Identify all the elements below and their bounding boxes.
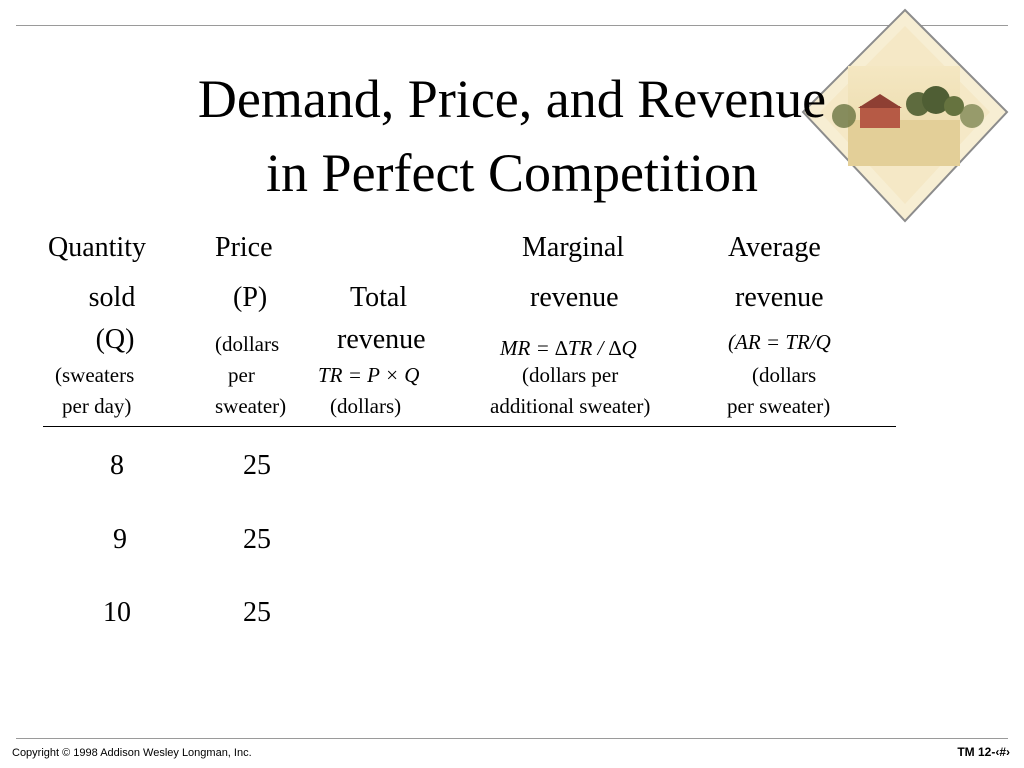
slide-title-line1: Demand, Price, and Revenue <box>197 69 827 129</box>
slide-title-line2: in Perfect Competition <box>266 143 758 203</box>
price-header-line2: (P) <box>233 282 268 313</box>
farm-picture-decoration <box>801 8 1009 223</box>
marginal-revenue-unit-line2: additional sweater) <box>490 394 651 418</box>
price-header-line5: sweater) <box>215 394 287 418</box>
total-revenue-formula: TR = P × Q <box>318 363 420 387</box>
price-header-line4: per <box>228 363 255 387</box>
quantity-header-line5: per day) <box>62 394 132 418</box>
quantity-header-line1: Quantity <box>48 232 146 263</box>
slide-number: TM 12-‹#› <box>957 745 1010 759</box>
total-revenue-unit: (dollars) <box>330 394 402 418</box>
average-revenue-unit-line1: (dollars <box>752 363 817 387</box>
quantity-cell: 8 <box>110 450 124 481</box>
average-revenue-header-line1: Average <box>728 232 821 263</box>
price-cell: 25 <box>243 450 271 481</box>
average-revenue-header-line2: revenue <box>735 282 824 313</box>
average-revenue-formula: (AR = TR/Q <box>728 330 831 354</box>
price-header-line1: Price <box>215 232 273 263</box>
quantity-header-line2: sold <box>88 282 136 313</box>
price-header-line3: (dollars <box>215 332 280 356</box>
price-cell: 25 <box>243 597 271 628</box>
price-cell: 25 <box>243 524 271 555</box>
marginal-revenue-header-line2: revenue <box>530 282 619 313</box>
total-revenue-header-line1: Total <box>350 282 408 313</box>
top-rule <box>16 25 1008 26</box>
quantity-header-line4: (sweaters <box>55 363 135 387</box>
quantity-header-line3: (Q) <box>95 324 135 355</box>
average-revenue-unit-line2: per sweater) <box>727 394 831 418</box>
quantity-cell: 9 <box>113 524 127 555</box>
bottom-rule <box>16 738 1008 739</box>
marginal-revenue-header-line1: Marginal <box>522 232 625 263</box>
marginal-revenue-formula: MR = ∆TR / ∆Q <box>500 336 637 360</box>
marginal-revenue-unit-line1: (dollars per <box>522 363 619 387</box>
table-header-rule <box>43 426 896 427</box>
copyright-notice: Copyright © 1998 Addison Wesley Longman,… <box>12 747 252 759</box>
total-revenue-header-line2: revenue <box>337 324 426 355</box>
quantity-cell: 10 <box>103 597 131 628</box>
